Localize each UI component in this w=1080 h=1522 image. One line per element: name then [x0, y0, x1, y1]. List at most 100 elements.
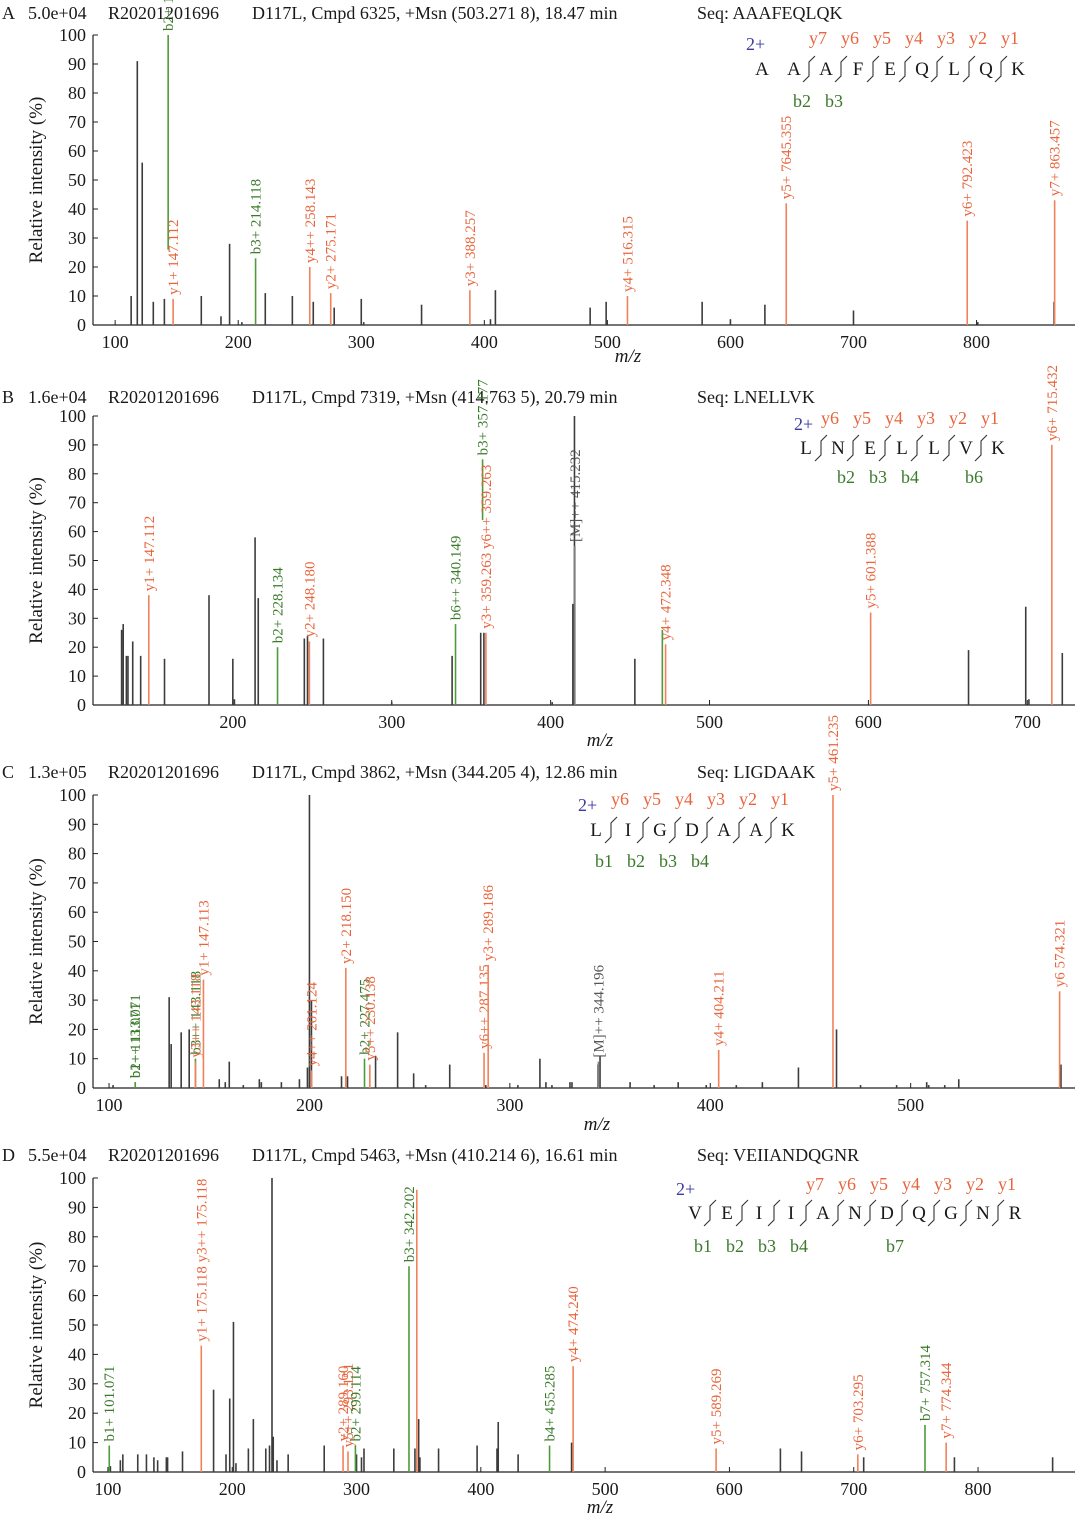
peak-label: y3+ 289.186 — [481, 884, 497, 960]
peak-label: y7+ 774.344 — [939, 1362, 955, 1438]
b-fragment-label: b2 — [627, 851, 645, 871]
y-tick-label: 10 — [68, 666, 86, 686]
panel-a-sequence-title: Seq: AAAFEQLQK — [697, 3, 843, 23]
x-tick-label: 400 — [537, 712, 564, 732]
y-tick-label: 90 — [68, 54, 86, 74]
panel-b-sample: R20201201696 — [108, 387, 219, 407]
peak-label: b2+ 299.114 — [348, 1366, 364, 1442]
peak-label: y6++ 287.135 — [477, 964, 493, 1048]
x-tick-label: 100 — [96, 1095, 123, 1115]
peak-label: y4++ 201.124 — [305, 982, 321, 1067]
x-tick-label: 500 — [594, 332, 621, 352]
y-fragment-label: y7 — [809, 28, 827, 48]
peak-label: y6+ 703.295 — [851, 1374, 867, 1450]
sequence-residue: A — [749, 820, 763, 841]
peak-label: b3+ 342.202 — [402, 1186, 418, 1262]
b-fragment-label: b4 — [901, 467, 919, 487]
x-tick-label: 500 — [696, 712, 723, 732]
peak-label: b7+ 757.314 — [918, 1345, 934, 1421]
y-fragment-label: y5 — [870, 1174, 888, 1194]
peak-label: b3+ 214.118 — [249, 179, 265, 254]
b-fragment-label: b7 — [886, 1236, 904, 1256]
cleavage-mark — [831, 1199, 845, 1227]
peak-label: y5++ 230.138 — [363, 976, 379, 1060]
x-tick-label: 300 — [378, 712, 405, 732]
peak-label: b3++ 143.118 — [188, 971, 204, 1055]
peak-label: b6++ 340.149 — [449, 536, 465, 620]
y-fragment-label: y2 — [949, 408, 967, 428]
cleavage-mark — [814, 434, 828, 462]
cleavage-mark — [991, 1199, 1005, 1227]
b-fragment-label: b2 — [837, 467, 855, 487]
peak-label: b4+ 455.285 — [543, 1366, 559, 1442]
y-fragment-label: y6 — [611, 789, 629, 809]
x-tick-label: 100 — [94, 1479, 121, 1499]
sequence-residue: L — [896, 438, 908, 459]
y-tick-label: 80 — [68, 1227, 86, 1247]
peak-label: y5+ 7645.355 — [779, 116, 795, 199]
y-tick-label: 0 — [77, 695, 86, 715]
x-tick-label: 800 — [963, 332, 990, 352]
y-axis-label: Relative intensity (%) — [26, 97, 47, 264]
peak-label: y6 574.321 — [1053, 920, 1069, 988]
charge-state: 2+ — [578, 795, 597, 815]
b-fragment-label: b4 — [691, 851, 709, 871]
peak-label: y6+ 792.423 — [960, 141, 976, 217]
y-axis-label: Relative intensity (%) — [26, 477, 47, 644]
sequence-residue: N — [976, 1203, 990, 1224]
cleavage-mark — [863, 1199, 877, 1227]
y-fragment-label: y5 — [873, 28, 891, 48]
peak-label: y1+ 175.118 y3++ 175.118 — [194, 1179, 210, 1342]
b-fragment-label: b6 — [965, 467, 983, 487]
y-tick-label: 0 — [77, 1462, 86, 1482]
y-fragment-label: y2 — [969, 28, 987, 48]
y-tick-label: 50 — [68, 551, 86, 571]
sequence-residue: I — [625, 820, 631, 841]
y-tick-label: 40 — [68, 579, 86, 599]
panel-d-description: D117L, Cmpd 5463, +Msn (410.214 6), 16.6… — [252, 1145, 617, 1166]
y-tick-label: 0 — [77, 315, 86, 335]
peak-label: y2+ 248.180 — [302, 561, 318, 637]
peak-label: y4+ 516.315 — [620, 216, 636, 292]
y-tick-label: 80 — [68, 844, 86, 864]
y-tick-label: 20 — [68, 257, 86, 277]
y-tick-label: 80 — [68, 83, 86, 103]
x-axis-label: m/z — [587, 1497, 614, 1518]
x-tick-label: 700 — [1014, 712, 1041, 732]
peak-label: y1+ 147.112 — [142, 516, 158, 591]
cleavage-mark — [994, 55, 1008, 83]
sequence-residue: A — [755, 59, 769, 80]
cleavage-mark — [930, 55, 944, 83]
x-tick-label: 400 — [697, 1095, 724, 1115]
peak-label: y6+ 715.432 — [1045, 365, 1061, 441]
y-fragment-label: y7 — [806, 1174, 824, 1194]
cleavage-mark — [668, 816, 682, 844]
cleavage-mark — [735, 1199, 749, 1227]
cleavage-mark — [927, 1199, 941, 1227]
panel-c-sample: R20201201696 — [108, 762, 219, 782]
x-tick-label: 500 — [592, 1479, 619, 1499]
y-tick-label: 70 — [68, 112, 86, 132]
y-fragment-label: y4 — [905, 28, 923, 48]
x-axis-label: m/z — [587, 730, 614, 751]
y-tick-label: 40 — [68, 199, 86, 219]
b-fragment-label: b3 — [758, 1236, 776, 1256]
sequence-residue: N — [831, 438, 845, 459]
sequence-residue: D — [685, 820, 699, 841]
peak-label: y7+ 863.457 — [1048, 120, 1064, 196]
panel-c-letter: C — [2, 762, 14, 782]
x-tick-label: 700 — [840, 332, 867, 352]
y-tick-label: 100 — [59, 1168, 86, 1188]
spectrum-c: 0 10 20 30 40 50 60 70 80 90 100 100 200 300 400 500 Rel… — [26, 715, 1075, 1135]
b-fragment-label: b2 — [793, 91, 811, 111]
panel-b-description: D117L, Cmpd 7319, +Msn (414.763 5), 20.7… — [252, 387, 617, 408]
peak-label: [M]++ 344.196 — [591, 964, 607, 1057]
x-tick-label: 300 — [343, 1479, 370, 1499]
sequence-residue: Q — [979, 59, 993, 80]
peak-label: y1+ 147.113 — [196, 900, 212, 975]
panel-a: A 5.0e+04 R20201201696 D117L, Cmpd 6325,… — [2, 3, 843, 24]
peak-label: y3+ 359.263 y6++ 359.263 — [479, 465, 495, 629]
peak-label: y2+ 218.150 — [339, 888, 355, 964]
y-tick-label: 100 — [59, 406, 86, 426]
peak-label: b2+ 228.134 — [271, 567, 287, 643]
